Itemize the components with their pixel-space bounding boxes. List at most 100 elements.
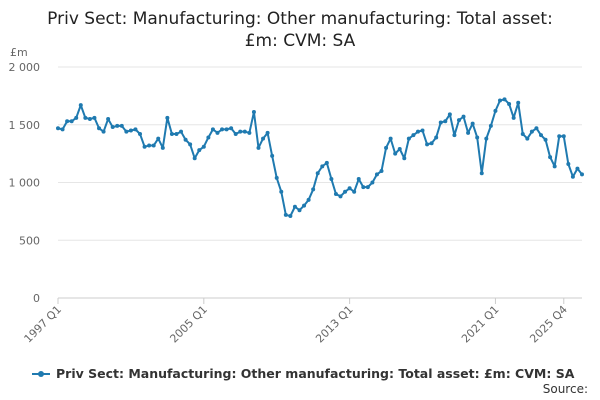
series-point xyxy=(270,153,275,158)
x-tick-label: 2013 Q1 xyxy=(313,303,356,346)
series-point xyxy=(74,115,79,120)
series-point xyxy=(461,114,466,119)
series-point xyxy=(406,136,411,141)
series-point xyxy=(261,136,266,141)
series-point xyxy=(101,129,106,134)
series-point xyxy=(311,187,316,192)
legend[interactable]: Priv Sect: Manufacturing: Other manufact… xyxy=(32,366,574,381)
series-point xyxy=(580,172,584,177)
series-point xyxy=(192,156,197,161)
series-point xyxy=(92,115,97,120)
series-point xyxy=(124,129,129,134)
series-point xyxy=(206,135,211,140)
series-point xyxy=(538,133,543,138)
series-point xyxy=(511,115,516,120)
series-point xyxy=(165,115,170,120)
series-point xyxy=(379,168,384,173)
series-point xyxy=(87,116,92,121)
series-point xyxy=(343,189,348,194)
series-point xyxy=(374,172,379,177)
series-point xyxy=(188,142,193,147)
y-tick-label: 0 xyxy=(33,292,40,305)
series-point xyxy=(56,126,60,131)
series-point xyxy=(361,185,366,190)
series-point xyxy=(493,108,498,113)
x-tick-label: 2021 Q1 xyxy=(459,303,502,346)
series-point xyxy=(197,148,202,153)
series-point xyxy=(456,118,461,123)
series-point xyxy=(151,143,156,148)
series-point xyxy=(265,130,270,135)
series-point xyxy=(393,151,398,156)
x-tick-label: 2005 Q1 xyxy=(167,303,210,346)
series-point xyxy=(333,192,338,197)
series-point xyxy=(365,185,370,190)
chart-title-line-2: £m: CVM: SA xyxy=(244,31,356,51)
series-point xyxy=(142,144,147,149)
series-point xyxy=(324,160,329,165)
series-point xyxy=(329,177,334,182)
series-point xyxy=(384,145,389,150)
series-point xyxy=(288,213,293,218)
y-tick-label: 1 000 xyxy=(9,177,41,190)
series-point xyxy=(274,175,279,180)
series-point xyxy=(238,129,243,134)
series-point xyxy=(420,128,425,133)
series-point xyxy=(201,144,206,149)
series-point xyxy=(575,166,580,171)
chart-title: Priv Sect: Manufacturing: Other manufact… xyxy=(0,8,600,52)
series-point xyxy=(69,119,74,124)
series-point xyxy=(110,125,115,130)
series-point xyxy=(466,130,471,135)
series-point xyxy=(443,119,448,124)
series-point xyxy=(488,123,493,128)
series-point xyxy=(306,197,311,202)
series-point xyxy=(557,134,562,139)
series-point xyxy=(548,155,553,160)
series-point xyxy=(83,115,88,120)
series-point xyxy=(247,130,252,135)
series-point xyxy=(484,136,489,141)
series-point xyxy=(352,189,357,194)
series-point xyxy=(179,129,184,134)
series-point xyxy=(78,103,83,108)
series-point xyxy=(516,100,521,105)
series-point xyxy=(233,131,238,136)
series-point xyxy=(138,131,143,136)
series-point xyxy=(402,156,407,161)
series-point xyxy=(552,164,557,169)
series-point xyxy=(502,97,507,102)
series-point xyxy=(302,203,307,208)
series-point xyxy=(229,126,234,131)
y-tick-label: 2 000 xyxy=(9,61,41,74)
y-tick-label: 1 500 xyxy=(9,119,41,132)
series-point xyxy=(338,194,343,199)
series-point xyxy=(60,127,65,132)
series-point xyxy=(315,171,320,176)
series-point xyxy=(128,128,133,133)
series-point xyxy=(215,130,220,135)
legend-label: Priv Sect: Manufacturing: Other manufact… xyxy=(56,366,575,381)
series-point xyxy=(415,129,420,134)
series-point xyxy=(119,123,124,128)
series-point xyxy=(297,208,302,213)
series-point xyxy=(525,136,530,141)
series-point xyxy=(561,134,566,139)
series-point xyxy=(283,212,288,217)
series-point xyxy=(133,127,138,132)
series-point xyxy=(434,135,439,140)
series-point xyxy=(160,145,165,150)
source-note: Source: xyxy=(542,382,588,396)
series-point xyxy=(356,177,361,182)
series-point xyxy=(210,127,215,132)
series-point xyxy=(224,127,229,132)
series-point xyxy=(452,133,457,138)
series-point xyxy=(251,110,256,115)
series-point xyxy=(147,143,152,148)
series-point xyxy=(520,131,525,136)
series-point xyxy=(97,126,102,131)
series-point xyxy=(425,142,430,147)
series-point xyxy=(447,112,452,117)
series-point xyxy=(411,133,416,138)
